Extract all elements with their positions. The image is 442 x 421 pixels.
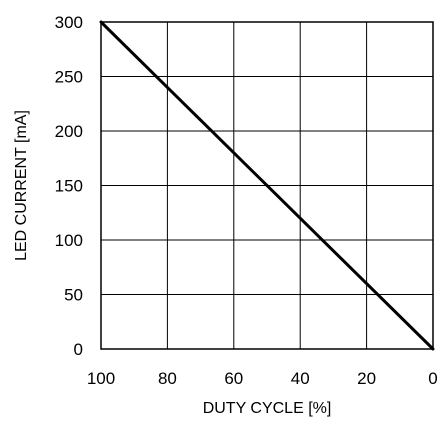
series-line-0 — [99, 20, 435, 351]
y-tick-label-1: 50 — [64, 286, 83, 305]
series-layer — [99, 20, 435, 351]
y-tick-labels: 0 50 100 150 200 250 300 — [55, 13, 83, 359]
y-axis-label: LED CURRENT [mA] — [13, 110, 30, 261]
x-tick-label-0: 100 — [87, 369, 115, 388]
x-tick-label-4: 20 — [357, 369, 376, 388]
x-tick-label-3: 40 — [291, 369, 310, 388]
x-tick-labels: 100 80 60 40 20 0 — [87, 369, 438, 388]
plot-frame — [100, 21, 434, 350]
x-tick-label-1: 80 — [158, 369, 177, 388]
y-tick-label-2: 100 — [55, 231, 83, 250]
x-tick-label-2: 60 — [224, 369, 243, 388]
y-tick-label-0: 0 — [74, 340, 83, 359]
x-tick-label-5: 0 — [428, 369, 437, 388]
y-tick-label-3: 150 — [55, 177, 83, 196]
y-tick-label-6: 300 — [55, 13, 83, 32]
y-tick-label-5: 250 — [55, 68, 83, 87]
x-axis-label: DUTY CYCLE [%] — [203, 400, 332, 417]
y-tick-label-4: 200 — [55, 122, 83, 141]
